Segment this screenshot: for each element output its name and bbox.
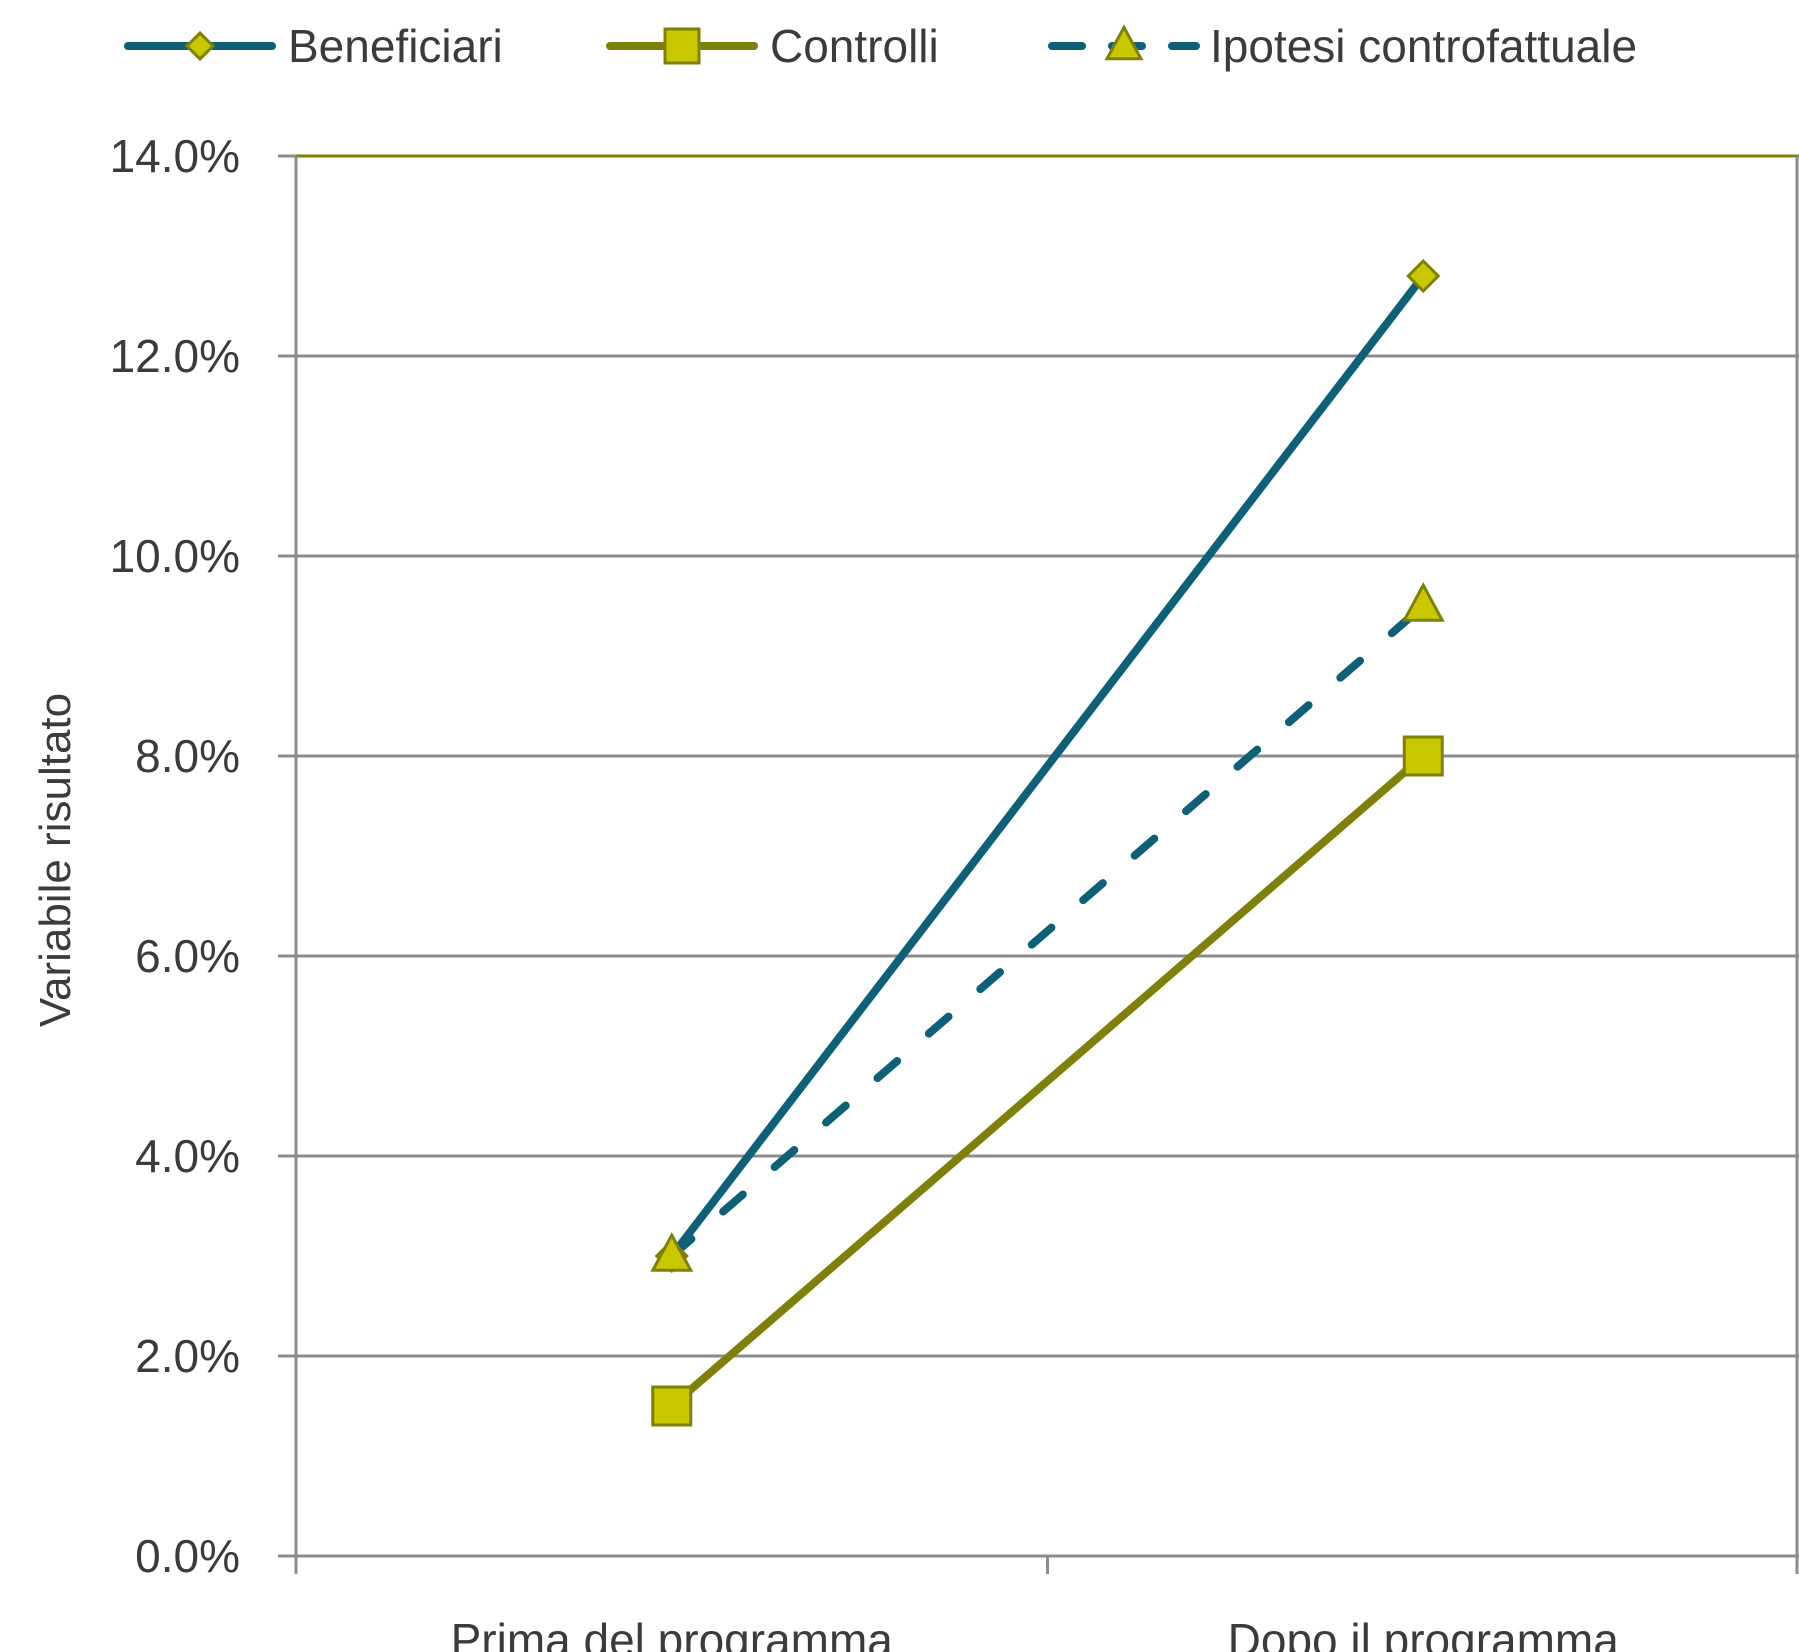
axes bbox=[278, 154, 1799, 1574]
x-tick-labels: Prima del programma Dopo il programma bbox=[451, 1614, 1620, 1652]
series bbox=[650, 258, 1445, 1427]
data-point-beneficiari bbox=[1406, 258, 1441, 294]
y-tick-labels: 0.0% 2.0% 4.0% 6.0% 8.0% 10.0% 12.0% 14.0% bbox=[110, 130, 240, 1582]
y-tick-label: 6.0% bbox=[135, 930, 240, 982]
y-tick-label: 14.0% bbox=[110, 130, 240, 182]
grid bbox=[296, 154, 1799, 1558]
data-point-controlli bbox=[651, 1385, 693, 1427]
legend-item-controlli: Controlli bbox=[606, 20, 939, 72]
legend: Beneficiari Controlli Ipotesi controfattua… bbox=[124, 20, 1637, 72]
y-tick-label: 12.0% bbox=[110, 330, 240, 382]
series-line-beneficiari bbox=[667, 272, 1428, 1260]
y-tick-label: 0.0% bbox=[135, 1530, 240, 1582]
series-line-ipotesi-controfattuale bbox=[667, 602, 1428, 1260]
legend-label: Controlli bbox=[770, 20, 939, 72]
data-point-ipotesi-controfattuale bbox=[650, 1231, 694, 1272]
legend-marker bbox=[663, 27, 701, 65]
y-tick-label: 8.0% bbox=[135, 730, 240, 782]
legend-label: Beneficiari bbox=[288, 20, 503, 72]
legend-item-ipotesi-controfattuale: Ipotesi controfattuale bbox=[1048, 20, 1637, 72]
series-line-controlli bbox=[667, 752, 1428, 1410]
y-axis-title: Variabile risultato bbox=[31, 693, 80, 1027]
y-tick-label: 4.0% bbox=[135, 1130, 240, 1182]
x-tick-label: Dopo il programma bbox=[1228, 1614, 1620, 1652]
x-tick-label: Prima del programma bbox=[451, 1614, 894, 1652]
legend-item-beneficiari: Beneficiari bbox=[124, 20, 503, 72]
y-tick-label: 2.0% bbox=[135, 1330, 240, 1382]
legend-marker bbox=[1104, 24, 1144, 61]
data-point-ipotesi-controfattuale bbox=[1401, 581, 1445, 622]
legend-marker bbox=[184, 30, 216, 62]
y-tick-label: 10.0% bbox=[110, 530, 240, 582]
legend-label: Ipotesi controfattuale bbox=[1210, 20, 1637, 72]
data-point-controlli bbox=[1402, 735, 1444, 777]
